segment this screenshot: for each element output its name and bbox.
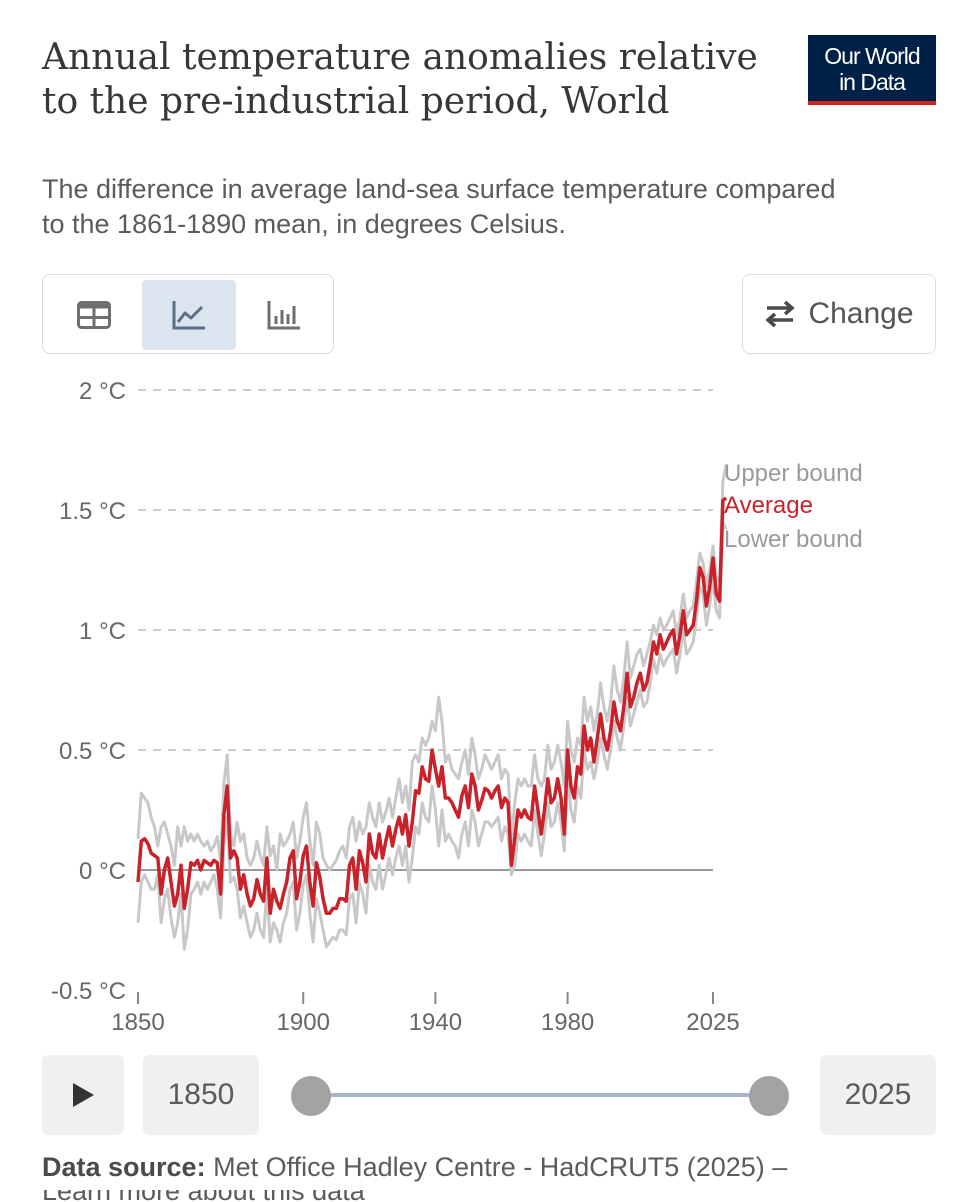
logo-line-1: Our World [824,43,920,69]
timeline-end-handle[interactable] [749,1076,789,1116]
chart-subtitle: The difference in average land-sea surfa… [42,174,836,239]
x-tick-label: 1850 [111,1009,164,1036]
timeline-start-year[interactable]: 1850 [143,1055,259,1135]
change-label: Change [808,297,914,330]
series-lines [136,464,728,951]
y-tick-label: 1 °C [79,618,126,645]
logo-line-2: in Data [839,69,906,95]
x-tick-label: 1940 [409,1009,462,1036]
series-line-average [136,496,728,915]
chart-title: Annual temperature anomalies relative to… [42,37,758,122]
learn-more-link-cutoff[interactable]: Learn more about this data [42,1190,402,1202]
change-button[interactable]: Change [742,274,936,354]
series-line-lower-bound [136,520,728,951]
y-axis-ticks: -0.5 °C 0 °C 0.5 °C 1 °C 1.5 °C 2 °C [51,378,126,1005]
owid-logo[interactable]: Our World in Data [808,35,936,105]
y-tick-label: 0 °C [79,858,126,885]
data-source-text[interactable]: Met Office Hadley Centre - HadCRUT5 (202… [213,1152,788,1182]
line-chart-icon [172,301,205,330]
play-button[interactable] [42,1055,124,1135]
legend: Upper bound Average Lower bound [724,460,863,553]
timeline-start-handle[interactable] [291,1076,331,1116]
tab-line-chart[interactable] [142,280,236,350]
view-tabs [42,274,334,354]
x-tick-label: 2025 [686,1009,739,1036]
x-tick-label: 1900 [277,1009,330,1036]
swap-arrows-icon [765,300,796,328]
legend-label-upper-bound: Upper bound [724,460,863,487]
y-tick-label: -0.5 °C [51,978,126,1005]
tab-table[interactable] [47,280,141,350]
data-source: Data source: Met Office Hadley Centre - … [42,1152,787,1183]
timeline-track[interactable] [314,1093,768,1097]
tab-bar-chart[interactable] [237,280,331,350]
bar-chart-icon [267,301,300,330]
y-tick-label: 1.5 °C [59,498,126,525]
timeline: 1850 2025 [0,1050,959,1140]
timeline-end-year[interactable]: 2025 [820,1055,936,1135]
play-icon [73,1083,94,1107]
y-tick-label: 2 °C [79,378,126,405]
grid-lines [138,389,713,871]
y-tick-label: 0.5 °C [59,738,126,765]
x-axis-ticks: 1850 1900 1940 1980 2025 [111,992,740,1036]
data-source-label: Data source: [42,1152,206,1182]
temperature-line-chart: -0.5 °C 0 °C 0.5 °C 1 °C 1.5 °C 2 °C 1850 1900… [51,378,863,1036]
legend-label-average: Average [724,492,813,519]
x-tick-label: 1980 [541,1009,594,1036]
legend-label-lower-bound: Lower bound [724,526,863,553]
learn-more-text: Learn more about this data [42,1190,402,1202]
series-line-upper-bound [136,464,728,872]
table-icon [77,301,111,329]
